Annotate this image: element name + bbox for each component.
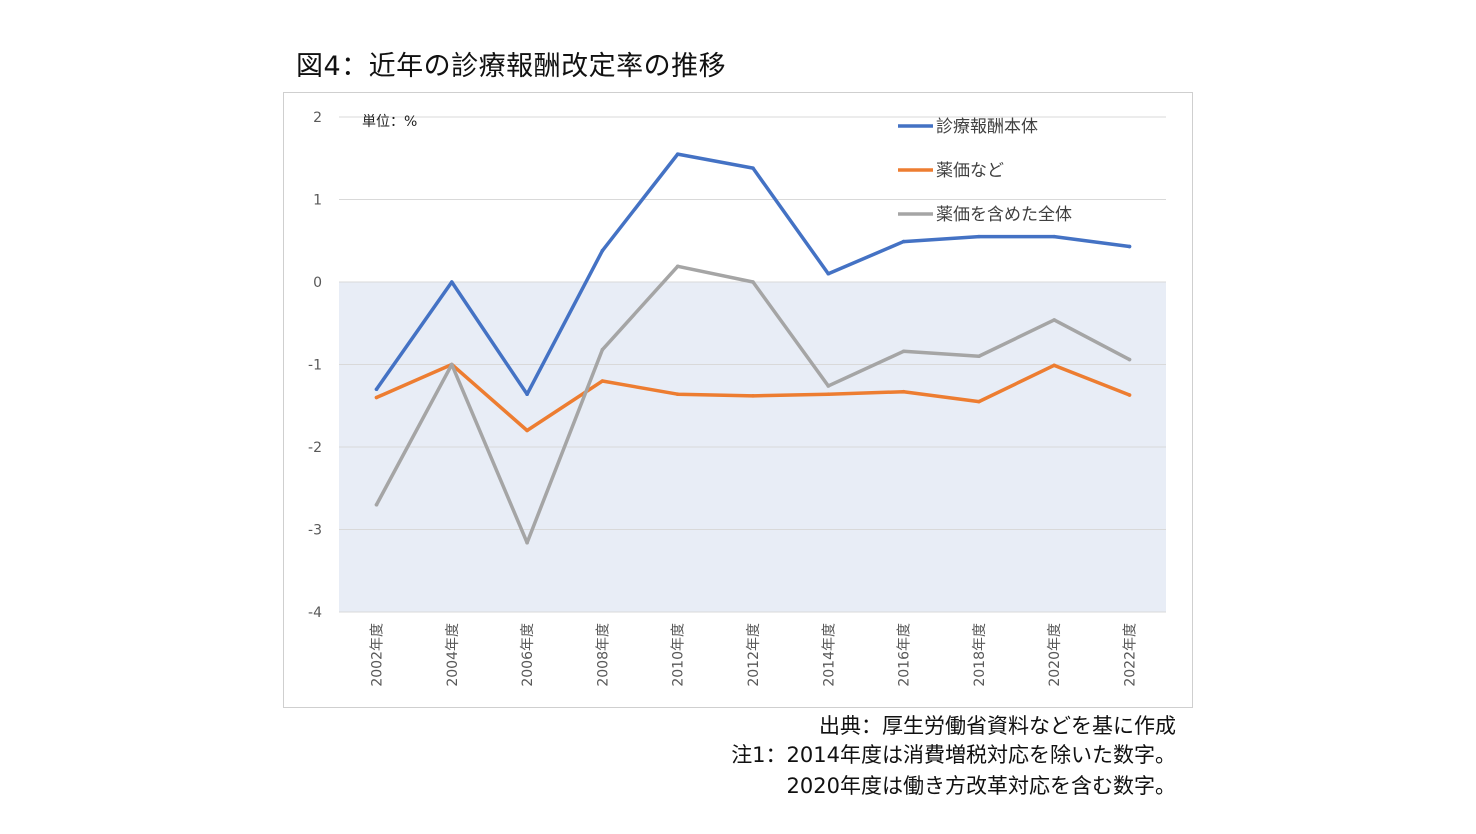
x-tick-label: 2008年度: [595, 623, 611, 687]
data-point: [525, 428, 529, 433]
data-point: [600, 248, 605, 253]
x-tick-label: 2020年度: [1047, 623, 1063, 687]
y-tick-labels: 2 1 0 -1 -2 -3 -4: [308, 110, 322, 621]
x-tick-label: 2016年度: [897, 623, 913, 687]
x-tick-label: 2002年度: [370, 623, 386, 687]
legend-label: 薬価など: [936, 161, 1004, 181]
x-tick-label: 2006年度: [520, 623, 536, 687]
data-point: [525, 540, 529, 545]
data-point: [826, 384, 831, 388]
data-point: [450, 362, 454, 367]
data-point: [826, 392, 831, 397]
x-tick-label: 2014年度: [821, 623, 837, 687]
note-1: 注1：2014年度は消費増税対応を除いた数字。: [731, 743, 1176, 767]
y-tick-label: 1: [313, 193, 322, 209]
note-2: 2020年度は働き方改革対応を含む数字。: [786, 774, 1176, 798]
x-tick-label: 2022年度: [1123, 623, 1139, 687]
line-chart: 2 1 0 -1 -2 -3 -4 2002年度 2004年度 2006年度 2008年度 2010…: [308, 110, 1166, 687]
data-point: [600, 347, 605, 352]
figure-title: 図4：近年の診療報酬改定率の推移: [296, 51, 727, 82]
data-point: [977, 399, 981, 404]
data-point: [374, 502, 379, 507]
chart-frame: 2 1 0 -1 -2 -3 -4 2002年度 2004年度 2006年度 2008年度 2010…: [283, 92, 1193, 708]
data-point: [901, 349, 906, 354]
data-point: [1052, 234, 1056, 239]
data-point: [675, 392, 680, 397]
legend-label: 診療報酬本体: [936, 117, 1038, 137]
data-point: [600, 379, 605, 383]
x-tick-labels: 2002年度 2004年度 2006年度 2008年度 2010年度 2012年度 2014…: [370, 623, 1139, 687]
data-point: [901, 389, 906, 394]
x-tick-label: 2012年度: [746, 623, 762, 687]
data-point: [751, 280, 755, 284]
data-point: [977, 354, 981, 359]
unit-label: 単位：%: [362, 114, 417, 130]
data-point: [1052, 318, 1056, 322]
y-tick-label: -1: [308, 358, 322, 374]
data-point: [1127, 244, 1132, 249]
data-point: [826, 271, 831, 276]
data-point: [901, 239, 906, 244]
x-tick-label: 2004年度: [445, 623, 461, 687]
data-point: [751, 166, 755, 170]
y-tick-label: 0: [313, 275, 322, 291]
data-point: [675, 264, 680, 269]
data-point: [1127, 357, 1132, 362]
x-tick-label: 2010年度: [671, 623, 687, 687]
y-tick-label: 2: [313, 110, 322, 126]
data-point: [751, 394, 755, 398]
series-lines: [374, 152, 1132, 545]
data-point: [675, 152, 680, 156]
data-point: [525, 392, 529, 397]
data-point: [450, 280, 454, 284]
legend-label: 薬価を含めた全体: [936, 205, 1072, 225]
y-tick-label: -4: [308, 605, 322, 621]
x-tick-label: 2018年度: [972, 623, 988, 687]
data-point: [1052, 363, 1056, 368]
data-point: [374, 387, 379, 392]
data-point: [374, 395, 379, 400]
data-point: [1127, 393, 1132, 397]
data-point: [977, 234, 981, 239]
source-note: 出典：厚生労働省資料などを基に作成: [819, 714, 1176, 738]
y-tick-label: -2: [308, 440, 322, 456]
y-tick-label: -3: [308, 523, 322, 539]
